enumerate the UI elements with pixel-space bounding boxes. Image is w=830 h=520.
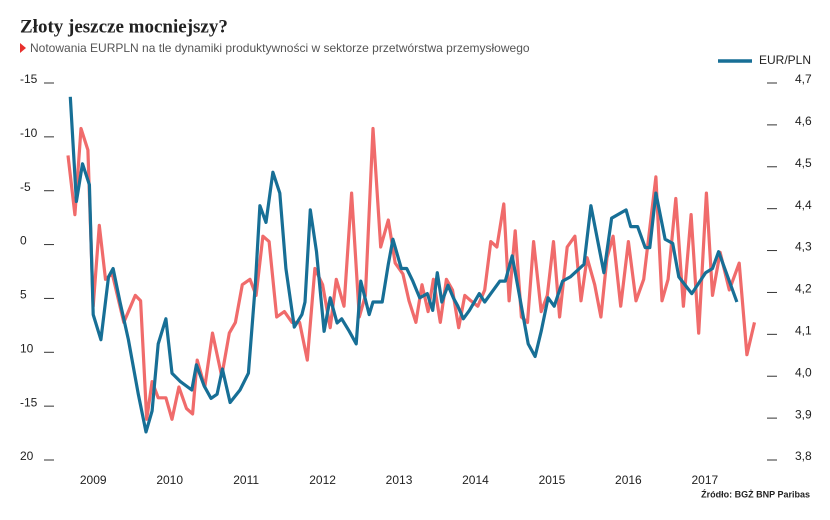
y2-tick-label: 4,4: [795, 198, 812, 212]
x-tick-label: 2011: [233, 473, 259, 487]
y2-tick-label: 4,0: [795, 365, 812, 379]
y-tick-label: -5: [20, 180, 31, 194]
source: Źródło: BGŻ BNP Paribas: [701, 489, 810, 499]
x-tick-label: 2012: [309, 473, 336, 487]
series-line: [68, 96, 739, 434]
y-tick-label: -15: [20, 395, 38, 409]
y-tick-label: -10: [20, 126, 38, 140]
y2-tick-label: 4,2: [795, 282, 812, 296]
y2-tick-label: 3,9: [795, 407, 812, 421]
y2-tick-label: 4,1: [795, 324, 812, 338]
x-tick-label: 2009: [80, 473, 107, 487]
y2-tick-label: 4,5: [795, 156, 812, 170]
x-tick-label: 2017: [691, 473, 718, 487]
y-tick-label: 20: [20, 449, 34, 463]
series-line: [66, 126, 757, 421]
y-tick-label: 5: [20, 288, 27, 302]
y-tick-label: -15: [20, 72, 38, 86]
x-tick-label: 2014: [462, 473, 489, 487]
chart-subtitle: Notowania EURPLN na tle dynamiki produkt…: [30, 41, 530, 55]
y2-tick-label: 4,3: [795, 240, 812, 254]
x-tick-label: 2010: [156, 473, 183, 487]
y2-tick-label: 4,7: [795, 72, 812, 86]
legend-label: EUR/PLN: [759, 53, 811, 67]
y2-tick-label: 3,8: [795, 449, 812, 463]
y-tick-label: 10: [20, 341, 34, 355]
y2-tick-label: 4,6: [795, 114, 812, 128]
x-tick-label: 2015: [539, 473, 566, 487]
x-tick-label: 2013: [386, 473, 413, 487]
y-tick-label: 0: [20, 234, 27, 248]
chart-title: Złoty jeszcze mocniejszy?: [20, 16, 228, 37]
subtitle-marker: [20, 43, 26, 53]
x-tick-label: 2016: [615, 473, 642, 487]
